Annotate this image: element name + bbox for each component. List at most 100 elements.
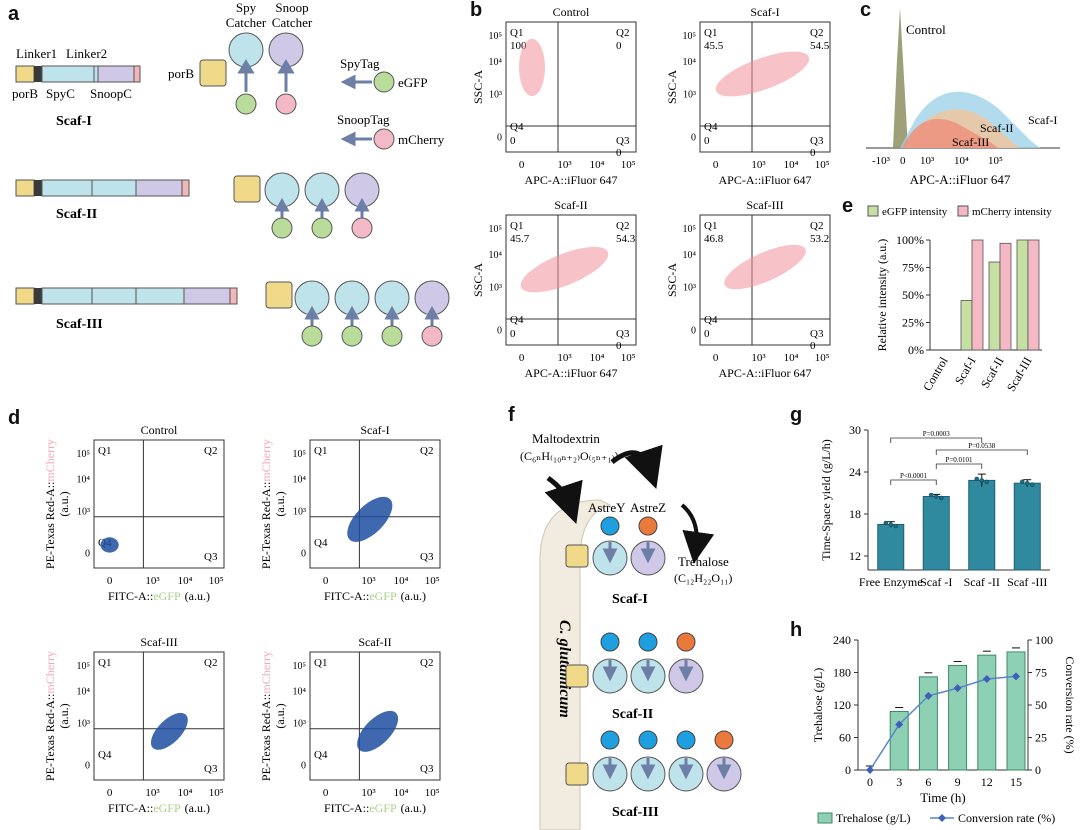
quadrant-q4-label: Q4 xyxy=(704,314,718,326)
quadrant-q3-label: Q3 xyxy=(616,328,630,340)
f-maltodextrin: Maltodextrin xyxy=(532,431,600,446)
spyc-segment xyxy=(41,65,95,83)
g-x-tick: Scaf -I xyxy=(920,575,952,589)
g-y-tick: 24 xyxy=(849,465,861,479)
flow-y-tick: 10⁵ xyxy=(683,31,697,42)
flow-y-tick: 10⁴ xyxy=(77,686,91,697)
flow-y-tick: 10³ xyxy=(489,90,502,101)
xlabel-unit: (a.u.) xyxy=(185,589,210,603)
flow-frame xyxy=(309,439,441,569)
e-y-tick: 100% xyxy=(896,233,924,247)
quadrant-q4-value: 0 xyxy=(510,328,516,340)
c-tick-3: 10³ xyxy=(920,155,935,167)
h-y-tick: 180 xyxy=(833,666,851,680)
flow-x-tick: 10³ xyxy=(145,575,160,587)
f-arrow-2 xyxy=(610,444,663,489)
h-y-tick: 240 xyxy=(833,633,851,647)
scaf1-label: Scaf-I xyxy=(56,114,92,129)
flow-xlabel: APC-A::iFluor 647 xyxy=(718,366,811,380)
flow-x-tick: 10⁵ xyxy=(621,159,636,171)
e-bar-egfp xyxy=(988,261,1001,351)
g-bar xyxy=(968,479,996,571)
e-bar-mcherry xyxy=(1027,239,1040,351)
flow-y-tick: 10³ xyxy=(683,90,696,101)
c-scaf3-curve xyxy=(902,118,998,148)
h-y2-tick: 100 xyxy=(1035,633,1053,647)
quadrant-q4-label: Q4 xyxy=(314,749,328,761)
h-y2-tick: 75 xyxy=(1035,666,1047,680)
quadrant-q1-label: Q1 xyxy=(314,657,327,669)
flow-frame xyxy=(699,21,831,153)
scaf1-construct xyxy=(15,65,141,83)
flow-y-tick: 10³ xyxy=(77,506,90,517)
panel-label-h: h xyxy=(790,619,802,641)
g-y-tick: 12 xyxy=(849,549,861,563)
snooptag-label: SnoopTag xyxy=(337,112,390,127)
quadrant-q1-label: Q1 xyxy=(98,445,111,457)
h-x-tick: 3 xyxy=(896,775,902,789)
quadrant-q2-label: Q2 xyxy=(616,220,629,232)
flow-y-tick: 0 xyxy=(691,132,696,143)
flow-frame xyxy=(309,651,441,781)
e-y-tick: 75% xyxy=(902,261,924,275)
quadrant-q2-label: Q2 xyxy=(810,220,823,232)
mcherry-circle xyxy=(275,93,297,115)
ylabel-prefix: PE-Texas Red-A:: xyxy=(43,482,57,569)
flow-y-tick: 0 xyxy=(301,761,306,772)
h-ylabel: Trehalose (g/L) xyxy=(811,668,825,743)
flow-scatter-cloud xyxy=(150,712,188,750)
flow-x-tick: 10⁵ xyxy=(425,787,440,799)
h-bar xyxy=(1006,651,1026,771)
flow-xlabel: FITC-A::eGFP (a.u.) xyxy=(108,801,210,815)
scaf3-construct xyxy=(15,287,238,305)
h-conversion-point xyxy=(953,684,962,693)
flow-y-tick: 0 xyxy=(85,549,90,560)
f-astrey: AstreY xyxy=(588,500,626,515)
flow-x-tick: 10⁵ xyxy=(425,575,440,587)
flow-ylabel-unit: (a.u.) xyxy=(57,703,71,728)
flow-x-tick: 10⁴ xyxy=(394,787,409,799)
xlabel-unit: (a.u.) xyxy=(401,589,426,603)
egfp-label: eGFP xyxy=(398,75,428,90)
g-point xyxy=(979,478,984,483)
flow-y-tick: 10⁵ xyxy=(683,224,697,235)
scaf3-assembly xyxy=(265,280,450,347)
snoop-catcher-label-1: Snoop xyxy=(275,0,308,15)
flow-x-tick: 10⁴ xyxy=(784,352,799,364)
spytag-arrow xyxy=(237,59,255,92)
e-legend-swatch-egfp xyxy=(867,205,879,217)
f-scaf3-label: Scaf-III xyxy=(612,805,659,820)
flow-x-tick: 10³ xyxy=(145,787,160,799)
snooptag-legend-arrow xyxy=(340,131,372,147)
c-xlabel: APC-A::iFluor 647 xyxy=(910,172,1011,187)
quadrant-q1-value: 45.5 xyxy=(704,40,724,52)
h-bar xyxy=(918,676,938,771)
flow-frame xyxy=(699,214,831,346)
c-tick-5: 10⁵ xyxy=(988,155,1003,167)
g-sig-bracket xyxy=(890,479,937,485)
h-x-tick: 6 xyxy=(925,775,931,789)
quadrant-q1-value: 46.8 xyxy=(704,233,724,245)
flow-x-tick: 10³ xyxy=(751,352,766,364)
e-legend-mcherry: mCherry intensity xyxy=(972,206,1052,218)
flow-x-tick: 10³ xyxy=(751,159,766,171)
quadrant-q3-label: Q3 xyxy=(204,551,218,563)
quadrant-q3-label: Q3 xyxy=(420,551,434,563)
scaf2-construct xyxy=(15,179,190,197)
flow-x-tick: 10⁵ xyxy=(209,787,224,799)
xlabel-egfp: eGFP xyxy=(153,589,181,603)
g-point xyxy=(883,520,888,526)
g-bar xyxy=(877,524,905,571)
g-sig-label: P=0.0003 xyxy=(923,430,951,438)
flow-x-tick: 0 xyxy=(107,575,113,587)
c-tick-1: -10³ xyxy=(872,155,891,167)
flow-x-tick: 0 xyxy=(323,575,329,587)
h-y2-tick: 25 xyxy=(1035,731,1047,745)
e-x-tick: Scaf-I xyxy=(952,355,979,387)
spy-catcher-label-2: Catcher xyxy=(226,15,267,30)
flow-y-tick: 10⁴ xyxy=(77,474,91,485)
ylabel-mcherry: mCherry xyxy=(43,651,57,694)
quadrant-q3-value: 0 xyxy=(616,147,622,159)
h-ylabel-right: Conversion rate (%) xyxy=(1063,656,1077,753)
